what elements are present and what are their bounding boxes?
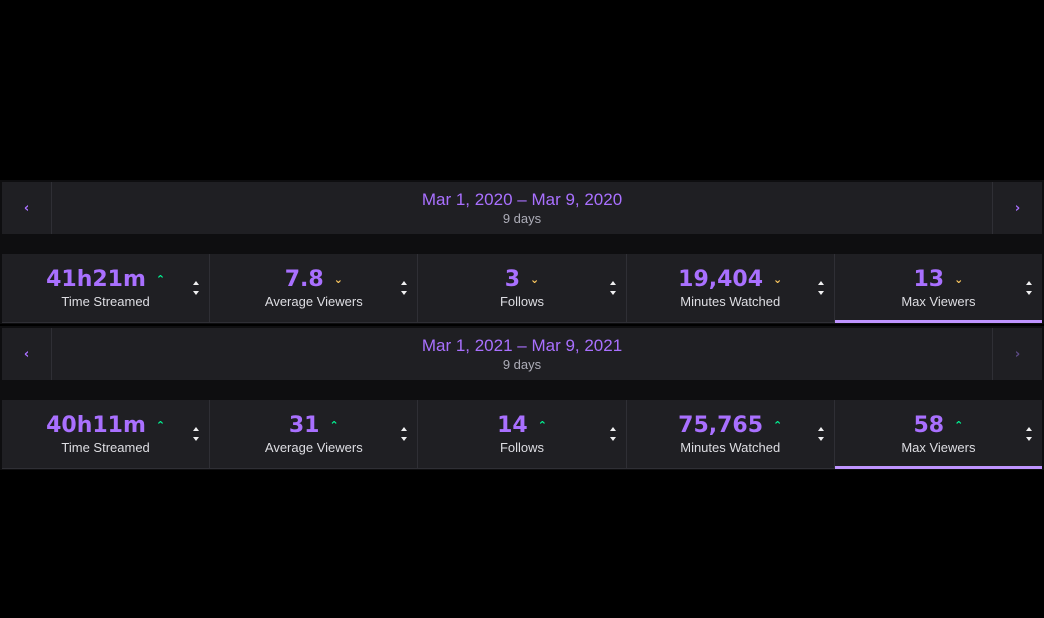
- trend-down-icon: ⌄: [773, 272, 783, 286]
- trend-up-icon: ⌃: [954, 418, 964, 432]
- stat-label: Max Viewers: [901, 293, 976, 309]
- stat-max-viewers[interactable]: 58 ⌃ Max Viewers: [834, 400, 1043, 469]
- trend-up-icon: ⌃: [155, 272, 166, 286]
- stat-value: 31: [288, 412, 320, 438]
- stat-label: Average Viewers: [264, 293, 363, 309]
- sort-icon[interactable]: [192, 281, 200, 295]
- stat-label: Max Viewers: [901, 439, 976, 455]
- stats-row: 41h21m ⌃ Time Streamed 7.8 ⌄ Average Vie…: [2, 254, 1043, 323]
- sort-icon[interactable]: [817, 427, 825, 441]
- stat-value: 41h21m: [46, 266, 146, 292]
- trend-up-icon: ⌃: [329, 418, 339, 432]
- trend-down-icon: ⌄: [333, 272, 343, 286]
- sort-icon[interactable]: [609, 281, 617, 295]
- chevron-left-icon: ‹: [23, 346, 30, 362]
- previous-period-button[interactable]: ‹: [2, 182, 52, 234]
- next-period-button[interactable]: ›: [992, 182, 1042, 234]
- next-period-button[interactable]: ›: [992, 328, 1042, 380]
- date-range-bar: ‹ Mar 1, 2020 – Mar 9, 2020 9 days ›: [2, 182, 1042, 234]
- trend-down-icon: ⌄: [530, 272, 540, 286]
- date-range-display: Mar 1, 2021 – Mar 9, 2021 9 days: [52, 328, 992, 380]
- stat-minutes-watched[interactable]: 75,765 ⌃ Minutes Watched: [627, 400, 835, 468]
- sort-icon[interactable]: [400, 281, 408, 295]
- trend-up-icon: ⌃: [773, 418, 783, 432]
- stat-value: 58: [913, 412, 945, 438]
- stat-value: 19,404: [678, 266, 764, 292]
- chevron-right-icon: ›: [1014, 200, 1021, 216]
- sort-icon[interactable]: [609, 427, 617, 441]
- stat-value: 75,765: [678, 412, 764, 438]
- stat-follows[interactable]: 3 ⌄ Follows: [418, 254, 627, 322]
- date-range-days: 9 days: [502, 211, 542, 226]
- stat-label: Follows: [499, 439, 545, 455]
- previous-period-button[interactable]: ‹: [2, 328, 52, 380]
- stat-average-viewers[interactable]: 31 ⌃ Average Viewers: [210, 400, 419, 468]
- sort-icon[interactable]: [1025, 427, 1033, 441]
- stat-label: Time Streamed: [61, 439, 150, 455]
- date-range-display: Mar 1, 2020 – Mar 9, 2020 9 days: [52, 182, 992, 234]
- stats-row: 40h11m ⌃ Time Streamed 31 ⌃ Average View…: [2, 400, 1043, 469]
- chevron-left-icon: ‹: [23, 200, 30, 216]
- date-range-bar: ‹ Mar 1, 2021 – Mar 9, 2021 9 days ›: [2, 328, 1042, 380]
- sort-icon[interactable]: [192, 427, 200, 441]
- stat-label: Average Viewers: [264, 439, 363, 455]
- sort-icon[interactable]: [400, 427, 408, 441]
- stat-label: Time Streamed: [61, 293, 150, 309]
- stat-label: Minutes Watched: [680, 439, 781, 455]
- stat-value: 13: [913, 266, 945, 292]
- stat-value: 40h11m: [46, 412, 146, 438]
- stat-value: 7.8: [284, 266, 324, 292]
- trend-down-icon: ⌄: [954, 272, 964, 286]
- stat-value: 14: [497, 412, 528, 438]
- stat-minutes-watched[interactable]: 19,404 ⌄ Minutes Watched: [627, 254, 835, 322]
- stat-time-streamed[interactable]: 41h21m ⌃ Time Streamed: [2, 254, 211, 322]
- date-range-text: Mar 1, 2021 – Mar 9, 2021: [421, 336, 623, 355]
- stat-time-streamed[interactable]: 40h11m ⌃ Time Streamed: [2, 400, 211, 468]
- chevron-right-icon: ›: [1014, 346, 1021, 362]
- date-range-text: Mar 1, 2020 – Mar 9, 2020: [421, 190, 623, 209]
- period-panel-2020: ‹ Mar 1, 2020 – Mar 9, 2020 9 days › 41h…: [0, 180, 1044, 324]
- stat-average-viewers[interactable]: 7.8 ⌄ Average Viewers: [210, 254, 419, 322]
- stat-follows[interactable]: 14 ⌃ Follows: [418, 400, 627, 468]
- period-panel-2021: ‹ Mar 1, 2021 – Mar 9, 2021 9 days › 40h…: [0, 326, 1044, 470]
- sort-icon[interactable]: [817, 281, 825, 295]
- trend-up-icon: ⌃: [537, 418, 547, 432]
- date-range-days: 9 days: [502, 357, 542, 372]
- stat-label: Minutes Watched: [680, 293, 781, 309]
- stat-value: 3: [504, 266, 521, 292]
- stat-label: Follows: [499, 293, 545, 309]
- stat-max-viewers[interactable]: 13 ⌄ Max Viewers: [834, 254, 1043, 323]
- sort-icon[interactable]: [1025, 281, 1033, 295]
- trend-up-icon: ⌃: [155, 418, 166, 432]
